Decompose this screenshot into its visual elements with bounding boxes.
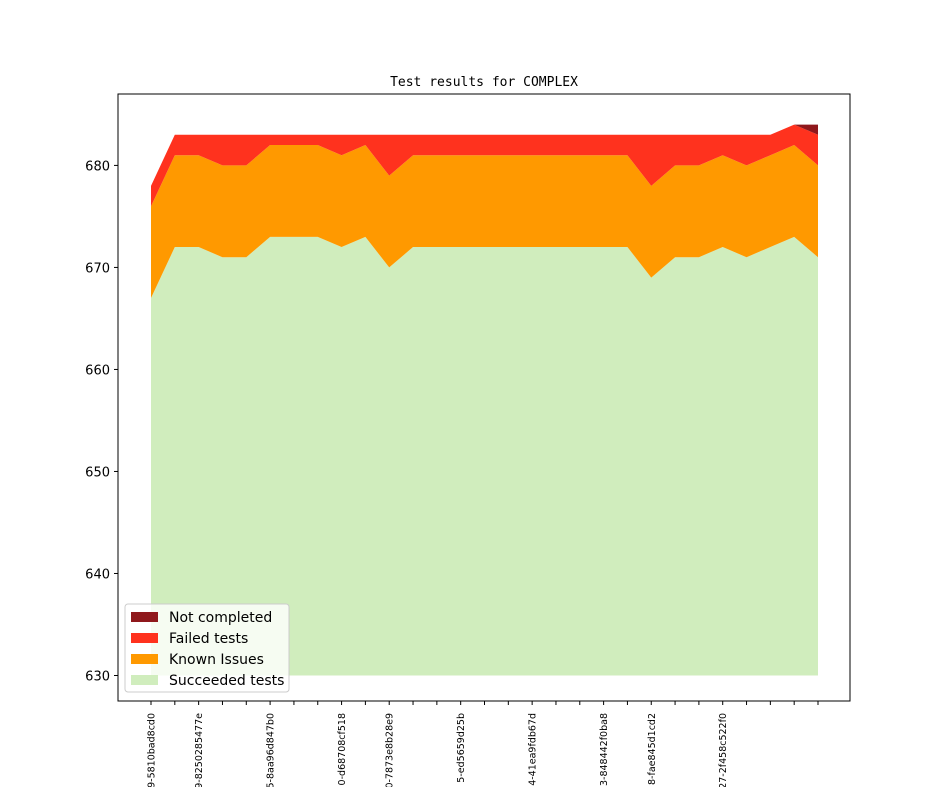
x-tick-label: 9-5810bad8cd0 xyxy=(147,713,158,787)
legend-label-not-completed: Not completed xyxy=(169,610,272,626)
legend-label-succeeded-tests: Succeeded tests xyxy=(169,673,284,689)
legend-label-failed-tests: Failed tests xyxy=(169,631,248,647)
legend-swatch-known-issues xyxy=(131,654,158,664)
y-tick-label: 680 xyxy=(85,159,110,174)
x-tick-label: 9-8250285477e xyxy=(194,713,205,787)
area-failed-tests xyxy=(151,124,818,207)
y-tick-label: 660 xyxy=(85,363,110,378)
x-tick-label: 0-d68708cf518 xyxy=(337,713,348,785)
x-tick-label: 8-fae845d1cd2 xyxy=(647,713,658,785)
area-succeeded-tests xyxy=(151,236,818,676)
y-tick-label: 640 xyxy=(85,567,110,582)
x-tick-label: 27-2f458c522f0 xyxy=(718,713,729,787)
legend-box xyxy=(124,603,290,693)
x-tick-label: 5-8aa96d847b0 xyxy=(266,713,277,787)
y-tick-label: 630 xyxy=(85,669,110,684)
chart-title: Test results for COMPLEX xyxy=(390,75,578,90)
x-tick-label: 4-41ea9fdb67d xyxy=(528,713,539,786)
x-tick-label: 5-ed5659d25b xyxy=(456,713,467,783)
legend: Not completed Failed tests Known Issues Suc… xyxy=(124,603,290,693)
y-tick-label: 670 xyxy=(85,261,110,276)
x-tick-label: 3-848442f0ba8 xyxy=(599,713,610,786)
legend-label-known-issues: Known Issues xyxy=(169,652,264,668)
legend-swatch-succeeded-tests xyxy=(131,675,158,685)
x-tick-label: 0-7873e8b28e9 xyxy=(385,713,396,787)
y-tick-label: 650 xyxy=(85,465,110,480)
legend-swatch-failed-tests xyxy=(131,633,158,643)
legend-swatch-not-completed xyxy=(131,612,158,622)
area-known-issues xyxy=(151,145,818,299)
